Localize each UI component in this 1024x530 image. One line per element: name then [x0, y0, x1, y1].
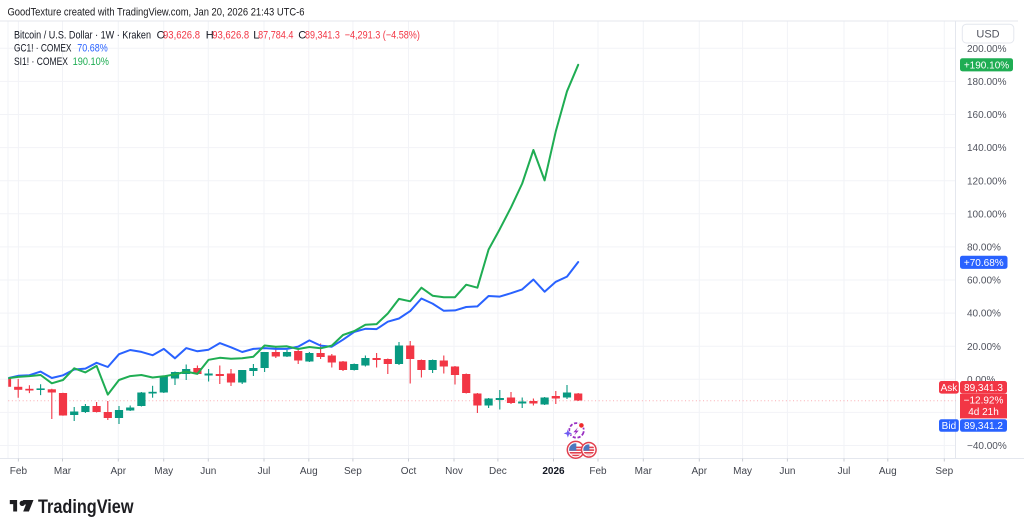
- svg-text:Sep: Sep: [935, 466, 953, 477]
- svg-text:180.00%: 180.00%: [967, 77, 1007, 88]
- svg-text:GC1! · COMEX: GC1! · COMEX: [14, 43, 72, 55]
- svg-text:100.00%: 100.00%: [967, 209, 1007, 220]
- svg-text:93,626.8: 93,626.8: [212, 29, 249, 41]
- svg-text:O: O: [157, 29, 166, 41]
- svg-text:L: L: [253, 29, 259, 41]
- svg-text:89,341.2: 89,341.2: [964, 421, 1003, 432]
- svg-text:0.00%: 0.00%: [967, 375, 995, 386]
- svg-text:Nov: Nov: [445, 466, 463, 477]
- svg-text:Sep: Sep: [344, 466, 362, 477]
- svg-text:May: May: [733, 466, 752, 477]
- svg-text:160.00%: 160.00%: [967, 110, 1007, 121]
- svg-text:Jul: Jul: [258, 466, 271, 477]
- svg-text:Bid: Bid: [942, 421, 956, 432]
- svg-text:SI1! · COMEX: SI1! · COMEX: [14, 56, 69, 68]
- svg-text:140.00%: 140.00%: [967, 143, 1007, 154]
- svg-text:TradingView: TradingView: [38, 496, 134, 518]
- svg-text:80.00%: 80.00%: [967, 243, 1001, 254]
- svg-text:Aug: Aug: [879, 466, 897, 477]
- svg-text:Jun: Jun: [200, 466, 216, 477]
- svg-text:Mar: Mar: [54, 466, 72, 477]
- svg-text:Aug: Aug: [300, 466, 318, 477]
- svg-text:H: H: [206, 29, 214, 41]
- svg-text:Oct: Oct: [401, 466, 417, 477]
- svg-text:Mar: Mar: [635, 466, 653, 477]
- svg-text:Apr: Apr: [111, 466, 127, 477]
- svg-text:−12.92%: −12.92%: [964, 396, 1004, 407]
- svg-text:20.00%: 20.00%: [967, 342, 1001, 353]
- svg-text:60.00%: 60.00%: [967, 276, 1001, 287]
- svg-text:Dec: Dec: [489, 466, 507, 477]
- svg-text:−4,291.3 (−4.58%): −4,291.3 (−4.58%): [345, 29, 420, 41]
- svg-text:2026: 2026: [542, 466, 565, 477]
- svg-text:USD: USD: [976, 28, 999, 40]
- svg-text:200.00%: 200.00%: [967, 44, 1007, 55]
- svg-text:+190.10%: +190.10%: [964, 61, 1009, 72]
- svg-text:Bitcoin / U.S. Dollar · 1W · K: Bitcoin / U.S. Dollar · 1W · Kraken: [14, 29, 151, 41]
- svg-text:120.00%: 120.00%: [967, 176, 1007, 187]
- svg-text:Jun: Jun: [779, 466, 795, 477]
- svg-text:+70.68%: +70.68%: [964, 258, 1004, 269]
- svg-text:Feb: Feb: [10, 466, 28, 477]
- svg-text:−40.00%: −40.00%: [967, 441, 1007, 452]
- svg-text:89,341.3: 89,341.3: [964, 383, 1003, 394]
- svg-text:Jul: Jul: [838, 466, 851, 477]
- svg-text:Apr: Apr: [692, 466, 708, 477]
- svg-text:GoodTexture created with Tradi: GoodTexture created with TradingView.com…: [8, 6, 305, 18]
- svg-text:4d 21h: 4d 21h: [968, 407, 999, 418]
- svg-text:93,626.8: 93,626.8: [163, 29, 200, 41]
- svg-text:70.68%: 70.68%: [77, 43, 108, 55]
- svg-text:C: C: [298, 29, 306, 41]
- svg-text:Feb: Feb: [589, 466, 607, 477]
- svg-text:May: May: [154, 466, 173, 477]
- svg-text:40.00%: 40.00%: [967, 309, 1001, 320]
- svg-text:87,784.4: 87,784.4: [258, 29, 293, 41]
- svg-text:89,341.3: 89,341.3: [305, 29, 340, 41]
- svg-text:190.10%: 190.10%: [73, 56, 109, 68]
- svg-text:Ask: Ask: [941, 383, 959, 394]
